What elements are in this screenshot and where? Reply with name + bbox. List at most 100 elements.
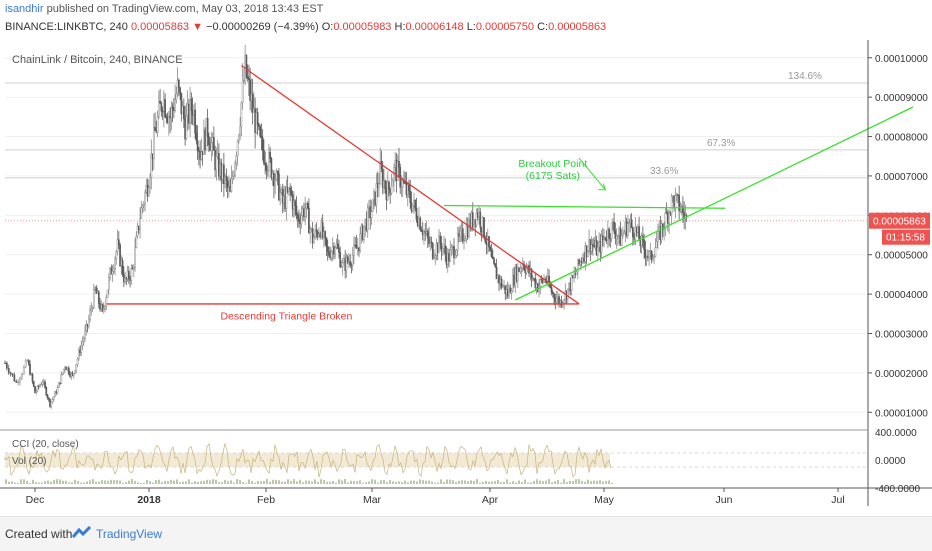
high-value: 0.00006148 — [405, 21, 464, 33]
candle — [97, 291, 100, 304]
price-change: −0.00000269 (−4.39%) — [206, 21, 319, 33]
tradingview-brand[interactable]: TradingView — [96, 527, 163, 541]
time-axis[interactable]: Dec 2018 Feb Mar Apr May Jun Jul — [26, 488, 845, 506]
candle — [121, 260, 124, 275]
candle-series — [4, 44, 688, 409]
volume-bar — [176, 479, 178, 484]
volume-bar — [605, 481, 607, 484]
volume-bar — [521, 482, 523, 484]
author-link[interactable]: isandhir — [5, 3, 44, 15]
volume-bar — [392, 481, 394, 484]
close-label: C: — [537, 21, 549, 33]
y-tick-label: 0.00005000 — [875, 251, 928, 262]
volume-bar — [302, 482, 304, 484]
candle — [456, 233, 459, 251]
candle — [213, 137, 215, 151]
candle — [107, 277, 110, 291]
annotation-label: Descending Triangle Broken — [220, 311, 352, 323]
volume-bar — [305, 480, 307, 484]
price-axis[interactable]: 0.00010000 0.00009000 0.00008000 0.00007000… — [0, 40, 932, 506]
volume-bar — [8, 481, 10, 484]
candle — [117, 239, 120, 246]
fib-levels: 134.6% 67.3% 33.6% — [5, 71, 868, 222]
volume-bar — [242, 482, 244, 484]
candle — [195, 132, 198, 141]
candle — [590, 244, 593, 252]
x-tick-label: May — [594, 494, 615, 506]
candle — [573, 273, 575, 278]
candle — [268, 152, 270, 171]
volume-bar — [431, 481, 433, 484]
volume-bar — [428, 480, 430, 484]
indicator-label: CCI (20, close) — [12, 439, 79, 450]
y-tick-label: 0.00008000 — [875, 133, 928, 144]
candle — [628, 222, 630, 224]
candle — [359, 233, 362, 252]
volume-bar — [227, 480, 229, 484]
y-tick-label: 0.00004000 — [875, 290, 928, 301]
volume-bar — [191, 482, 193, 484]
candle — [279, 192, 282, 201]
volume-bar — [374, 479, 376, 484]
candle — [664, 212, 667, 230]
candle — [147, 187, 150, 197]
candle — [160, 103, 163, 112]
candle — [464, 238, 467, 241]
candle — [653, 256, 655, 259]
volume-bar — [173, 480, 175, 484]
candle — [660, 223, 663, 241]
open-value: 0.00005983 — [333, 21, 392, 33]
candle — [194, 109, 196, 134]
cci-band — [5, 453, 610, 467]
candle — [384, 180, 387, 189]
candle — [650, 250, 653, 260]
candle — [334, 247, 337, 255]
volume-bar — [581, 480, 583, 484]
candle — [644, 249, 647, 258]
candle — [390, 185, 393, 194]
candle — [84, 330, 86, 339]
candle — [534, 278, 537, 288]
candle — [7, 368, 10, 373]
chart-title: ChainLink / Bitcoin, 240, BINANCE — [12, 54, 183, 66]
volume-bar — [458, 480, 460, 484]
volume-bar — [41, 482, 43, 484]
volume-bar — [350, 480, 352, 484]
volume-bar — [185, 481, 187, 484]
fib-label: 134.6% — [788, 71, 822, 82]
candle — [112, 268, 115, 272]
candle — [652, 257, 654, 260]
volume-bar — [155, 480, 157, 484]
volume-bar — [377, 482, 379, 484]
volume-bar — [368, 481, 370, 484]
volume-bar — [50, 481, 52, 484]
volume-bar — [500, 482, 502, 484]
candle — [346, 256, 349, 263]
candle — [398, 160, 400, 168]
tradingview-logo-icon[interactable] — [71, 525, 92, 545]
volume-bar — [455, 482, 457, 484]
volume-bar — [524, 479, 526, 484]
candle — [366, 207, 369, 231]
countdown-tag — [882, 229, 930, 245]
indicator-pane[interactable]: CCI (20, close) Vol (20) 400.0000 0.0000 -40… — [4, 428, 920, 495]
candle — [111, 271, 114, 275]
volume-bar — [71, 482, 73, 484]
candle — [375, 183, 378, 205]
volume-bar — [248, 479, 250, 484]
price-chart[interactable]: 134.6% 67.3% 33.6% Breakout Point(6175 Sat… — [0, 40, 932, 516]
candle — [523, 263, 525, 270]
candle — [610, 222, 613, 240]
volume-bar — [146, 480, 148, 484]
candle — [363, 226, 365, 240]
candle — [241, 80, 244, 103]
candle — [62, 368, 65, 374]
volume-bar — [344, 479, 346, 484]
candle — [40, 384, 43, 386]
volume-bar — [485, 480, 487, 484]
candle — [258, 124, 260, 127]
candle — [249, 79, 251, 101]
candle — [339, 252, 342, 268]
candle — [266, 169, 269, 172]
candle — [516, 267, 519, 281]
